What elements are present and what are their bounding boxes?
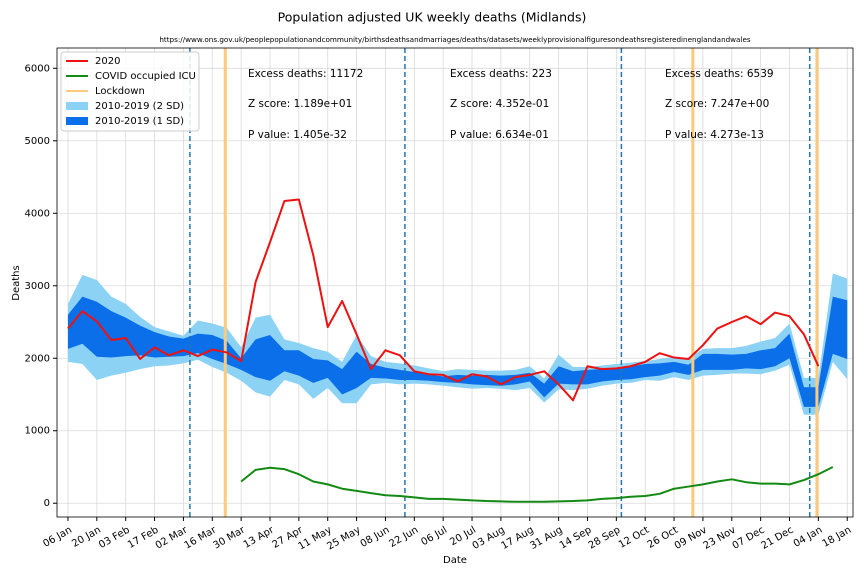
- legend-swatch: [66, 102, 88, 110]
- y-axis-label: Deaths: [11, 265, 22, 300]
- series-line: [67, 198, 820, 402]
- annotation: Z score: 4.352e-01: [450, 98, 549, 110]
- y-tick-label: 6000: [25, 63, 50, 74]
- legend-box: [60, 51, 200, 132]
- annotation: P value: 4.273e-13: [665, 129, 764, 141]
- annotation: P value: 6.634e-01: [450, 129, 549, 141]
- y-tick-label: 0: [44, 498, 50, 509]
- chart-title: Population adjusted UK weekly deaths (Mi…: [278, 10, 587, 25]
- y-tick-label: 2000: [25, 353, 50, 364]
- legend-label: COVID occupied ICU: [95, 71, 196, 82]
- plot-frame: [56, 47, 854, 518]
- y-tick-label: 3000: [25, 281, 50, 292]
- chart-subtitle: https://www.ons.gov.uk/peoplepopulationa…: [159, 35, 751, 44]
- data-layer: [67, 48, 848, 517]
- legend: 2020 COVID occupied ICU Lockdown 2010-2019 …: [60, 51, 200, 132]
- legend-label: 2020: [95, 56, 120, 67]
- annotation: Excess deaths: 6539: [665, 68, 774, 80]
- annotation: Z score: 1.189e+01: [248, 98, 352, 110]
- legend-swatch: [66, 117, 88, 125]
- annotation: P value: 1.405e-32: [248, 129, 347, 141]
- legend-label: 2010-2019 (1 SD): [95, 116, 184, 127]
- annotation: Excess deaths: 223: [450, 68, 552, 80]
- y-tick-label: 5000: [25, 136, 50, 147]
- series-line: [240, 466, 834, 503]
- y-tick-label: 1000: [25, 426, 50, 437]
- legend-label: Lockdown: [95, 86, 145, 97]
- annotation: Z score: 7.247e+00: [665, 98, 769, 110]
- sd-band: [67, 273, 848, 415]
- annotation: Excess deaths: 11172: [248, 68, 363, 80]
- x-axis-label: Date: [443, 555, 467, 566]
- y-tick-label: 4000: [25, 208, 50, 219]
- legend-label: 2010-2019 (2 SD): [95, 101, 184, 112]
